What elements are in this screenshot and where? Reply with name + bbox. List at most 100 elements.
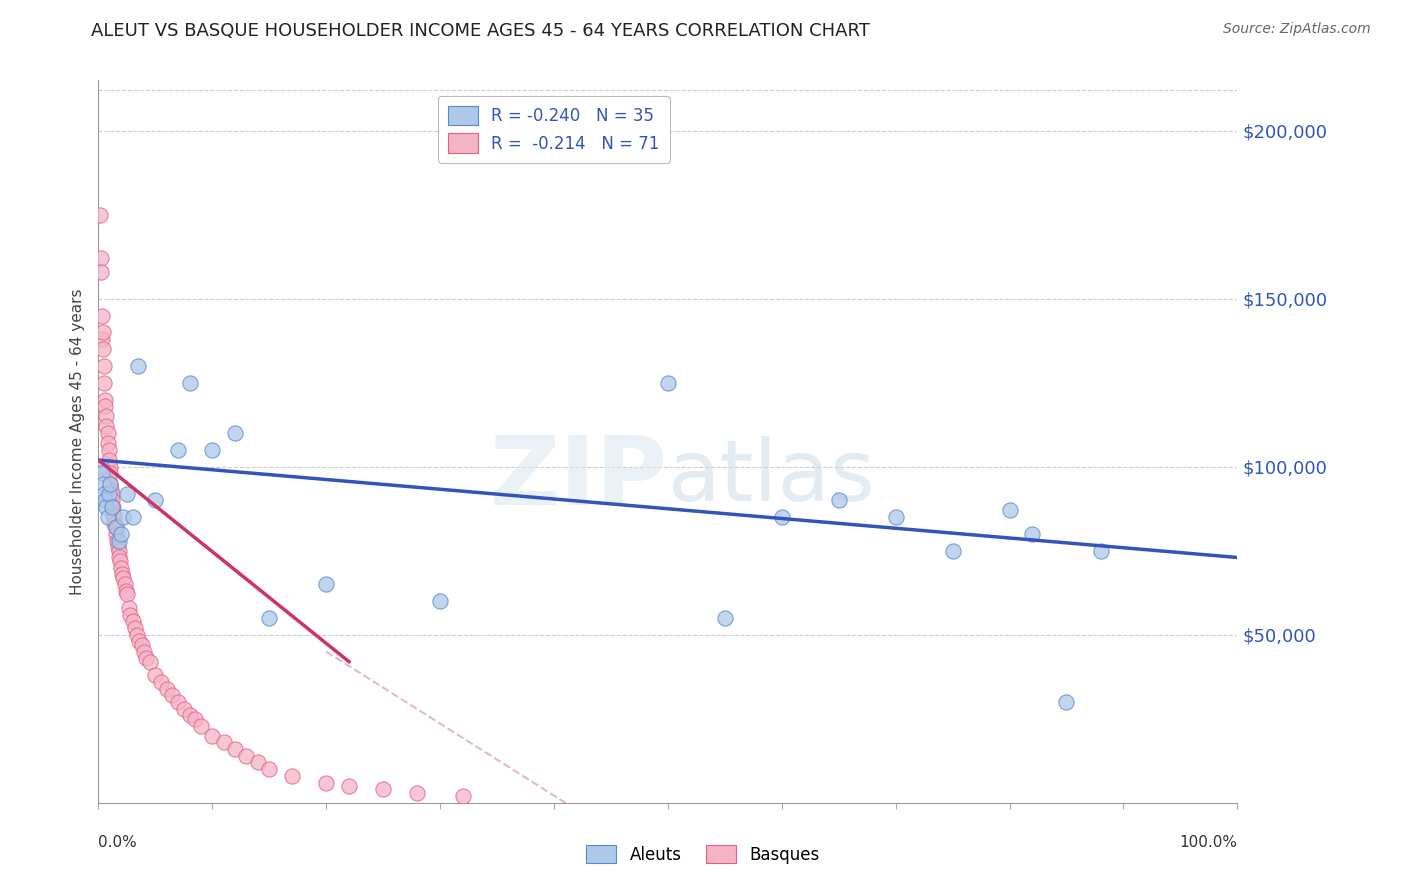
Point: [315, 577, 337, 591]
Point: [115, 587, 138, 601]
Point: [770, 510, 793, 524]
Point: [98, 459, 121, 474]
Point: [103, 516, 125, 531]
Point: [101, 500, 124, 514]
Point: [121, 510, 143, 524]
Point: [112, 510, 135, 524]
Text: 0.0%: 0.0%: [98, 835, 138, 850]
Text: ZIP: ZIP: [489, 431, 668, 524]
Legend: R = -0.240   N = 35, R =  -0.214   N = 71: R = -0.240 N = 35, R = -0.214 N = 71: [439, 95, 669, 162]
Point: [104, 527, 127, 541]
Point: [97, 442, 120, 457]
Point: [98, 476, 121, 491]
Point: [451, 789, 474, 803]
Point: [103, 510, 125, 524]
Point: [108, 554, 131, 568]
Point: [91, 342, 114, 356]
Point: [96, 510, 118, 524]
Point: [259, 611, 281, 625]
Point: [108, 533, 131, 548]
Point: [98, 476, 121, 491]
Point: [90, 467, 112, 481]
Point: [150, 674, 173, 689]
Point: [98, 467, 121, 481]
Point: [96, 409, 118, 424]
Point: [103, 507, 125, 521]
Point: [371, 782, 394, 797]
Point: [235, 748, 257, 763]
Point: [190, 718, 212, 732]
Point: [96, 436, 118, 450]
Text: ALEUT VS BASQUE HOUSEHOLDER INCOME AGES 45 - 64 YEARS CORRELATION CHART: ALEUT VS BASQUE HOUSEHOLDER INCOME AGES …: [91, 22, 870, 40]
Point: [115, 486, 138, 500]
Point: [101, 493, 124, 508]
Point: [108, 550, 131, 565]
Point: [315, 775, 337, 789]
Point: [108, 543, 131, 558]
Point: [104, 520, 127, 534]
Point: [94, 392, 117, 407]
Point: [97, 453, 120, 467]
Point: [162, 688, 184, 702]
Point: [110, 560, 132, 574]
Point: [94, 399, 117, 413]
Point: [97, 486, 120, 500]
Point: [714, 611, 737, 625]
Point: [96, 426, 118, 441]
Point: [107, 541, 129, 555]
Point: [173, 702, 195, 716]
Point: [942, 543, 965, 558]
Point: [93, 376, 115, 390]
Point: [101, 486, 124, 500]
Point: [884, 510, 907, 524]
Text: Source: ZipAtlas.com: Source: ZipAtlas.com: [1223, 22, 1371, 37]
Point: [100, 483, 122, 498]
Text: atlas: atlas: [668, 436, 876, 519]
Point: [104, 520, 127, 534]
Point: [138, 655, 160, 669]
Point: [96, 419, 118, 434]
Point: [179, 376, 201, 390]
Point: [828, 493, 851, 508]
Point: [246, 756, 269, 770]
Text: 100.0%: 100.0%: [1180, 835, 1237, 850]
Point: [93, 486, 115, 500]
Point: [135, 651, 157, 665]
Point: [132, 644, 155, 658]
Point: [156, 681, 179, 696]
Point: [224, 426, 246, 441]
Point: [201, 442, 224, 457]
Point: [114, 577, 136, 591]
Point: [179, 708, 201, 723]
Point: [998, 503, 1021, 517]
Point: [212, 735, 235, 749]
Point: [281, 769, 304, 783]
Point: [1054, 695, 1078, 709]
Point: [167, 442, 190, 457]
Point: [1021, 527, 1043, 541]
Point: [131, 638, 153, 652]
Point: [91, 476, 114, 491]
Point: [127, 359, 149, 373]
Point: [429, 594, 451, 608]
Point: [103, 500, 125, 514]
Point: [91, 326, 114, 340]
Point: [657, 376, 679, 390]
Point: [128, 634, 150, 648]
Point: [145, 668, 167, 682]
Point: [167, 695, 190, 709]
Point: [96, 500, 118, 514]
Point: [145, 493, 167, 508]
Point: [110, 527, 132, 541]
Point: [114, 584, 136, 599]
Point: [90, 459, 112, 474]
Point: [90, 252, 112, 266]
Point: [90, 332, 112, 346]
Point: [105, 533, 128, 548]
Point: [224, 742, 246, 756]
Point: [406, 786, 429, 800]
Point: [93, 359, 115, 373]
Point: [259, 762, 281, 776]
Point: [127, 628, 149, 642]
Point: [111, 567, 134, 582]
